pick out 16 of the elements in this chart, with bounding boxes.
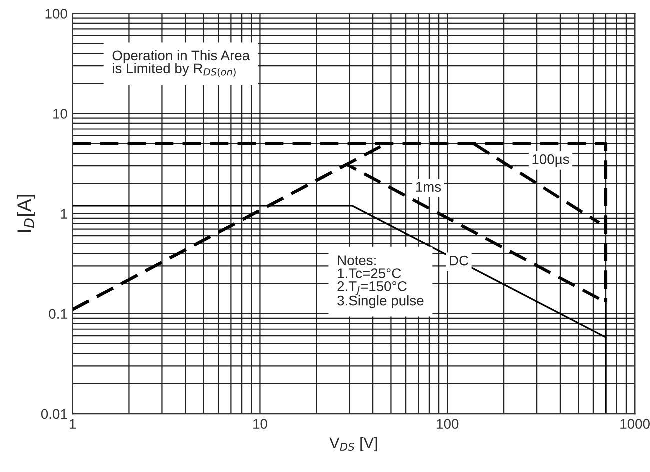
x-tick-label: 1000 [620, 419, 650, 430]
y-tick-label: 10 [54, 109, 68, 119]
y-tick-label: 100 [46, 9, 68, 19]
annotation: 1ms [416, 182, 442, 192]
y-tick-label: 0.1 [49, 309, 68, 320]
x-axis-title: V$_{DS}$ [V] [330, 437, 378, 452]
annotation: DC [450, 256, 469, 266]
x-tick-label: 10 [254, 419, 268, 430]
y-tick-label: 0.01 [41, 409, 68, 420]
annotation: 100µs [532, 154, 570, 168]
y-tick-label: 1 [61, 209, 68, 219]
annotation: Notes: 1.Tc=25°C 2.T$_{J}$=150°C 3.Single pulse [338, 256, 424, 308]
x-tick-label: 1 [70, 419, 76, 429]
annotation: Operation in This Area is Limited by R$_{DS(on)}$ [112, 50, 250, 77]
x-tick-label: 100 [437, 419, 459, 430]
y-axis-title: I$_{D}$[A] [17, 195, 36, 232]
